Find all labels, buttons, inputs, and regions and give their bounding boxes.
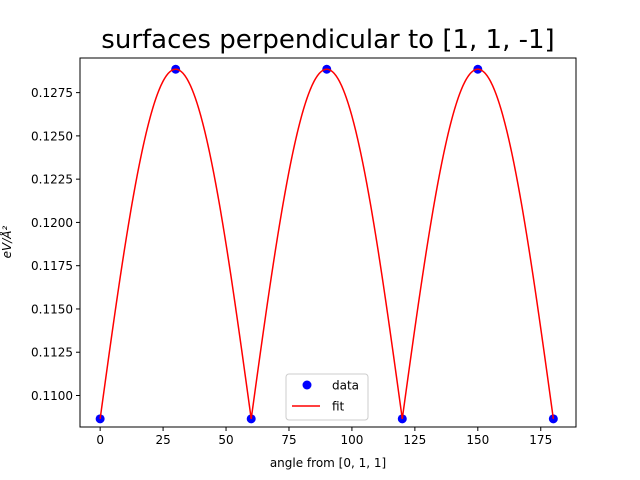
fit-line xyxy=(99,68,555,419)
x-tick-label: 175 xyxy=(529,433,552,447)
y-tick-label: 0.1150 xyxy=(31,302,73,316)
plot-area xyxy=(79,57,577,428)
plot-background xyxy=(80,58,576,427)
x-tick-label: 0 xyxy=(96,433,104,447)
chart-title: surfaces perpendicular to [1, 1, -1] xyxy=(101,25,554,55)
y-tick-label: 0.1175 xyxy=(31,259,73,273)
legend: data fit xyxy=(285,373,369,421)
x-tick-label: 25 xyxy=(155,433,170,447)
y-axis-label: eV/Å² xyxy=(0,225,14,258)
y-tick-label: 0.1225 xyxy=(31,173,73,187)
y-tick-label: 0.1275 xyxy=(31,86,73,100)
y-tick-label: 0.1100 xyxy=(31,389,73,403)
y-tick-label: 0.1250 xyxy=(31,129,73,143)
x-axis-label: angle from [0, 1, 1] xyxy=(270,456,386,470)
legend-data-label: data xyxy=(332,379,359,393)
legend-fit-label: fit xyxy=(332,400,345,414)
legend-data-marker xyxy=(302,380,312,390)
x-tick-label: 125 xyxy=(403,433,426,447)
x-tick-label: 75 xyxy=(281,433,296,447)
plot-frame xyxy=(79,57,577,428)
x-tick-label: 150 xyxy=(466,433,489,447)
y-tick-label: 0.1200 xyxy=(31,216,73,230)
x-tick-label: 50 xyxy=(218,433,233,447)
x-tick-label: 100 xyxy=(340,433,363,447)
x-axis: 0 25 50 75 100 125 150 175 xyxy=(96,427,552,447)
y-tick-label: 0.1125 xyxy=(31,346,73,360)
y-axis: 0.1100 0.1125 0.1150 0.1175 0.1200 0.1225 0.12… xyxy=(31,86,80,403)
series-layer xyxy=(95,64,558,424)
